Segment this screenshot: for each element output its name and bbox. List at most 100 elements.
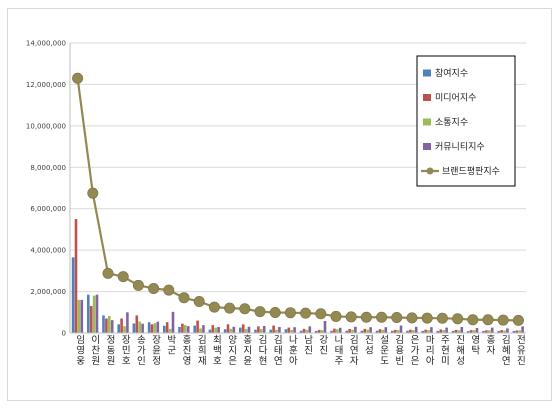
bar	[467, 331, 470, 333]
bar	[472, 330, 476, 333]
bar	[171, 311, 175, 333]
bar	[226, 324, 230, 333]
bar	[257, 326, 260, 333]
line-marker	[254, 306, 266, 318]
bar	[120, 318, 123, 333]
bar	[305, 329, 309, 333]
y-tick-label: 12,000,000	[26, 81, 66, 89]
bar	[239, 327, 242, 333]
bar	[333, 328, 336, 333]
bar	[254, 329, 257, 333]
bar	[445, 327, 448, 333]
line-marker	[72, 72, 84, 84]
bar	[381, 329, 385, 333]
bar	[302, 328, 306, 333]
bar	[427, 330, 430, 333]
line-marker	[315, 308, 327, 320]
line-marker	[208, 301, 220, 313]
bar	[439, 329, 443, 333]
bar	[488, 330, 491, 333]
bar	[354, 326, 357, 333]
y-axis: 0 2,000,000 4,000,000 6,000,000 8,000,000 10,…	[26, 40, 71, 338]
bar	[497, 330, 500, 333]
line-marker	[436, 312, 448, 324]
bar	[378, 329, 382, 333]
bar	[211, 325, 215, 333]
bar	[163, 325, 166, 333]
bar	[366, 329, 369, 333]
bar	[110, 320, 114, 333]
line-marker	[421, 312, 433, 324]
bar	[275, 329, 278, 333]
line-marker	[467, 314, 479, 326]
bar	[436, 330, 440, 333]
bar	[117, 324, 120, 333]
line-marker	[406, 312, 418, 324]
bar	[95, 294, 99, 333]
bar	[518, 330, 521, 333]
bar	[500, 330, 503, 333]
bar	[460, 326, 464, 333]
bar	[308, 326, 312, 333]
line-marker	[345, 311, 357, 323]
bar	[105, 318, 108, 333]
line-marker	[300, 307, 312, 319]
bar	[80, 299, 84, 333]
line-marker	[117, 271, 129, 283]
legend-swatch	[423, 118, 431, 126]
bar	[360, 330, 364, 333]
bar	[153, 323, 157, 333]
bar	[482, 330, 485, 333]
bar-series	[71, 219, 524, 333]
bar	[424, 329, 427, 333]
bar	[208, 329, 212, 333]
bar	[351, 329, 354, 333]
bar	[102, 315, 105, 333]
line-marker	[512, 314, 524, 326]
bar	[490, 327, 494, 333]
line-marker	[148, 282, 160, 294]
bar	[345, 330, 348, 333]
bar	[412, 330, 415, 333]
bar	[214, 327, 217, 333]
line-marker	[284, 307, 296, 319]
bar	[290, 329, 293, 333]
y-tick-label: 6,000,000	[30, 205, 66, 213]
legend-label: 참여지수	[435, 67, 468, 79]
bar	[217, 326, 220, 333]
bar	[485, 330, 488, 333]
bar	[475, 328, 479, 333]
bar	[421, 330, 424, 333]
bar	[165, 322, 169, 333]
bar	[278, 326, 281, 333]
y-tick-label: 14,000,000	[26, 40, 66, 48]
line-marker	[452, 313, 464, 325]
bar	[126, 312, 129, 333]
bar	[521, 326, 524, 333]
bar	[315, 330, 318, 333]
bar	[184, 325, 187, 333]
bar	[506, 328, 509, 333]
line-marker	[163, 284, 175, 296]
bar	[123, 326, 126, 333]
bar	[399, 325, 403, 333]
bar	[369, 327, 372, 333]
bar	[284, 329, 288, 333]
line-marker	[224, 302, 236, 314]
bar	[323, 320, 327, 333]
line-marker	[178, 292, 190, 304]
chart-frame: 0 2,000,000 4,000,000 6,000,000 8,000,000 10,…	[7, 8, 552, 401]
bar	[202, 325, 205, 333]
bar	[77, 299, 81, 333]
gridlines	[70, 42, 526, 334]
bar	[272, 325, 275, 333]
legend-swatch	[423, 69, 431, 77]
